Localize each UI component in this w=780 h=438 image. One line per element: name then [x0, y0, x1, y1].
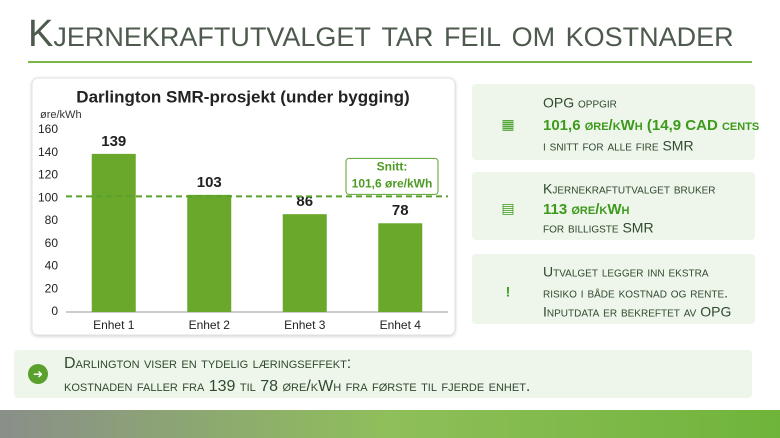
- data-label: 103: [197, 174, 222, 191]
- y-tick-label: 40: [45, 259, 59, 273]
- annotation-value: 101,6 øre/kWh: [352, 177, 433, 191]
- card-text: 101,6 øre/kWh (14,9 CAD cents: [543, 117, 759, 134]
- y-tick-label: 160: [38, 122, 58, 136]
- card-icon: ▤: [501, 200, 514, 216]
- card: [472, 84, 755, 160]
- card: [472, 172, 755, 240]
- chart-panel: [31, 77, 456, 336]
- slide-title: Kjernekraftutvalget tar feil om kostnade…: [28, 13, 734, 55]
- summary-icon: ➜: [33, 367, 43, 381]
- card-text: Inputdata er bekreftet av OPG: [543, 304, 731, 320]
- y-tick-label: 80: [45, 213, 59, 227]
- x-tick-label: Enhet 4: [380, 318, 422, 332]
- bar: [91, 153, 136, 312]
- y-tick-label: 140: [38, 145, 58, 159]
- card-icon: !: [506, 284, 511, 300]
- card-text: risiko i både kostnad og rente.: [543, 285, 728, 301]
- summary-icon-bg: [28, 364, 48, 384]
- y-tick-label: 20: [45, 281, 59, 295]
- card-text: Utvalget legger inn ekstra: [543, 264, 709, 280]
- chart-title: Darlington SMR-prosjekt (under bygging): [76, 87, 409, 106]
- summary-box: [14, 350, 752, 398]
- bar: [282, 214, 327, 312]
- x-tick-label: Enhet 1: [93, 318, 135, 332]
- y-tick-label: 0: [51, 304, 58, 318]
- card-icon: ▦: [501, 116, 514, 132]
- card-text: for billigste SMR: [543, 220, 654, 236]
- card: [472, 254, 755, 324]
- card-text: OPG oppgir: [543, 95, 617, 111]
- y-tick-label: 120: [38, 168, 58, 182]
- bar: [378, 223, 423, 312]
- card-text: 113 øre/kWh: [543, 201, 629, 218]
- y-tick-label: 100: [38, 190, 58, 204]
- annotation-label: Snitt:: [377, 160, 408, 174]
- summary-text: kostnaden faller fra 139 til 78 øre/kWh …: [64, 378, 530, 395]
- card-text: Kjernekraftutvalget bruker: [543, 181, 716, 197]
- annotation-box: [345, 157, 439, 195]
- summary-text: Darlington viser en tydelig læringseffek…: [64, 355, 351, 372]
- y-axis-label: øre/kWh: [40, 109, 82, 121]
- footer-band: [0, 410, 780, 438]
- y-tick-label: 60: [45, 236, 59, 250]
- data-label: 139: [101, 133, 126, 150]
- x-tick-label: Enhet 3: [284, 318, 326, 332]
- card-text: i snitt for alle fire SMR: [543, 138, 694, 154]
- bar: [187, 194, 232, 312]
- data-label: 78: [392, 202, 409, 219]
- x-tick-label: Enhet 2: [189, 318, 231, 332]
